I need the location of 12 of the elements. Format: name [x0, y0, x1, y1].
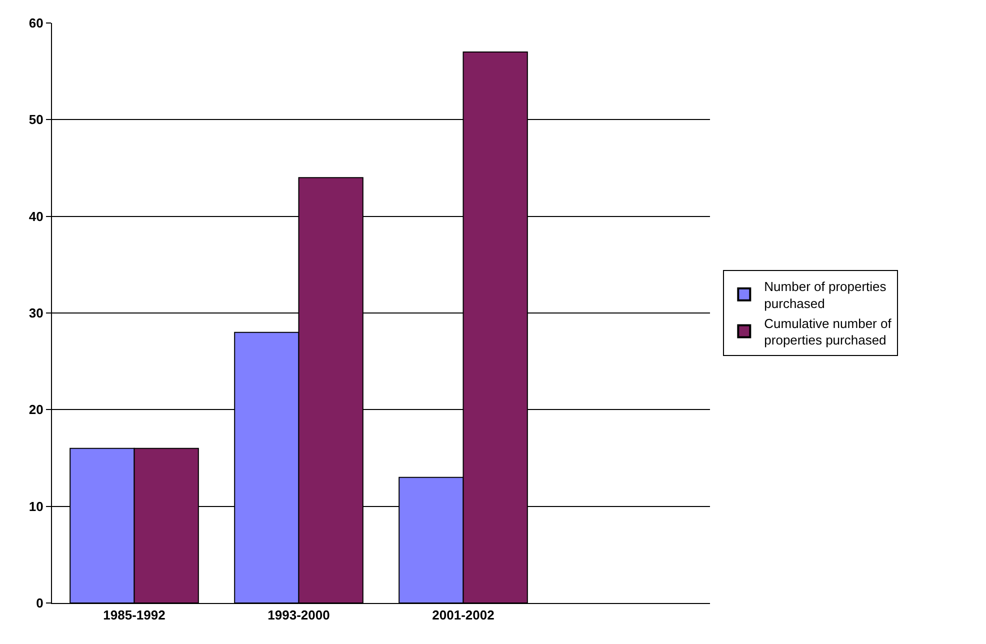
- legend-label: Number of properties purchased: [764, 279, 887, 311]
- y-tick-label: 60: [28, 16, 44, 31]
- y-tick-label: 40: [28, 208, 44, 224]
- x-tick-label: 1993-2000: [268, 608, 330, 623]
- y-tick-label: 30: [28, 306, 44, 321]
- legend-label: Cumulative number of properties purchased: [764, 316, 892, 348]
- y-tick-label: 0: [36, 596, 44, 611]
- y-tick-label: 10: [28, 498, 44, 514]
- y-tick-label: 20: [28, 402, 44, 418]
- x-tick-label: 2001-2002: [432, 608, 494, 623]
- x-tick-label: 1985-1992: [103, 608, 166, 623]
- y-tick-label: 50: [28, 112, 44, 128]
